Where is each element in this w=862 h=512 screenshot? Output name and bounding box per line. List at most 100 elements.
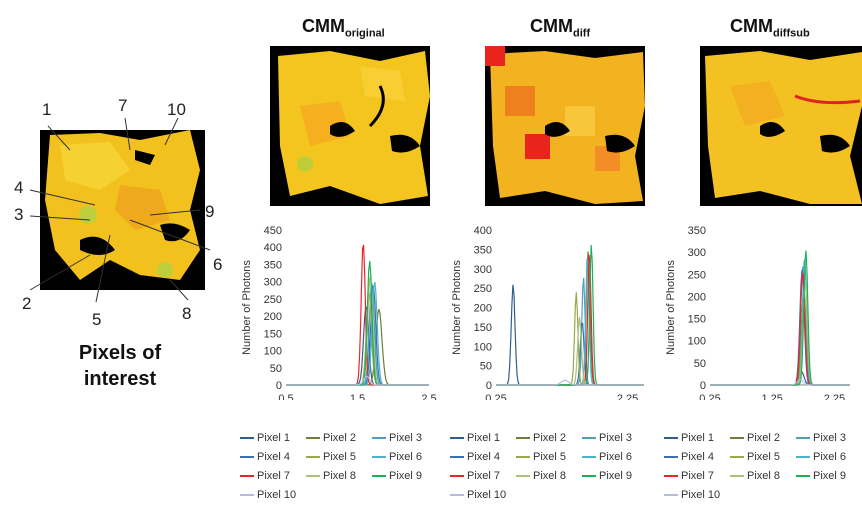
legend-label: Pixel 2 bbox=[323, 432, 357, 444]
series-line-pixel-10 bbox=[286, 375, 429, 386]
pixel-number-5: 5 bbox=[92, 310, 102, 329]
series-line-pixel-4 bbox=[496, 322, 644, 386]
legend-item-pixel-7: Pixel 7 bbox=[450, 470, 500, 482]
y-tick-label: 450 bbox=[264, 225, 282, 237]
legend-label: Pixel 5 bbox=[533, 451, 567, 463]
legend-swatch bbox=[664, 437, 678, 440]
legend-item-pixel-2: Pixel 2 bbox=[516, 432, 566, 444]
series-line-pixel-9 bbox=[710, 250, 850, 386]
legend-swatch bbox=[306, 475, 320, 478]
legend-swatch bbox=[306, 456, 320, 459]
legend-item-pixel-9: Pixel 9 bbox=[582, 470, 632, 482]
y-axis-label: Number of Photons bbox=[241, 260, 253, 355]
legend-item-pixel-3: Pixel 3 bbox=[796, 432, 846, 444]
legend-item-pixel-8: Pixel 8 bbox=[306, 470, 356, 482]
caption-line-2: interest bbox=[83, 368, 157, 390]
legend-item-pixel-10: Pixel 10 bbox=[450, 489, 506, 501]
legend-label: Pixel 6 bbox=[813, 451, 847, 463]
y-tick-label: 0 bbox=[486, 380, 492, 392]
legend-label: Pixel 8 bbox=[323, 470, 357, 482]
pixel-number-4: 4 bbox=[14, 178, 24, 197]
series-line-pixel-6 bbox=[496, 258, 644, 386]
legend-item-pixel-8: Pixel 8 bbox=[730, 470, 780, 482]
legend-item-pixel-8: Pixel 8 bbox=[516, 470, 566, 482]
legend-label: Pixel 9 bbox=[813, 470, 847, 482]
legend-swatch bbox=[516, 456, 530, 459]
legend-item-pixel-1: Pixel 1 bbox=[664, 432, 714, 444]
y-tick-label: 150 bbox=[688, 314, 706, 326]
legend-item-pixel-5: Pixel 5 bbox=[730, 451, 780, 463]
legend-item-pixel-3: Pixel 3 bbox=[372, 432, 422, 444]
legend-swatch bbox=[372, 456, 386, 459]
title-cmm-diff: CMMdiff bbox=[530, 16, 590, 40]
legend-item-pixel-9: Pixel 9 bbox=[796, 470, 846, 482]
series-line-pixel-2 bbox=[496, 251, 644, 386]
series-line-pixel-1 bbox=[710, 371, 850, 386]
pixels-of-interest-image bbox=[40, 130, 205, 290]
series-line-pixel-4 bbox=[710, 269, 850, 386]
legend-item-pixel-4: Pixel 4 bbox=[240, 451, 290, 463]
legend-label: Pixel 3 bbox=[813, 432, 847, 444]
pixel-number-1: 1 bbox=[42, 100, 52, 119]
legend-item-pixel-4: Pixel 4 bbox=[450, 451, 500, 463]
y-tick-label: 50 bbox=[480, 361, 492, 373]
pixel-number-7: 7 bbox=[118, 96, 128, 115]
series-line-pixel-9 bbox=[286, 261, 429, 386]
series-line-pixel-6 bbox=[710, 259, 850, 386]
y-tick-label: 300 bbox=[474, 264, 492, 276]
pixel-number-8: 8 bbox=[182, 304, 192, 323]
y-tick-label: 250 bbox=[264, 294, 282, 306]
legend-swatch bbox=[516, 437, 530, 440]
legend-swatch bbox=[372, 437, 386, 440]
series-line-pixel-7 bbox=[496, 254, 644, 386]
series-line-pixel-5 bbox=[496, 292, 644, 386]
title-sub: diffsub bbox=[773, 27, 810, 40]
legend-label: Pixel 4 bbox=[467, 451, 501, 463]
pixel-number-6: 6 bbox=[213, 255, 223, 274]
y-tick-label: 350 bbox=[474, 244, 492, 256]
y-tick-label: 100 bbox=[264, 346, 282, 358]
legend-item-pixel-5: Pixel 5 bbox=[516, 451, 566, 463]
legend-label: Pixel 2 bbox=[747, 432, 781, 444]
legend-label: Pixel 5 bbox=[323, 451, 357, 463]
legend-swatch bbox=[450, 437, 464, 440]
x-tick-label: 2.5 bbox=[421, 393, 436, 400]
caption-line-1: Pixels of bbox=[78, 342, 162, 364]
y-tick-label: 300 bbox=[688, 247, 706, 259]
y-tick-label: 200 bbox=[264, 311, 282, 323]
y-axis-label: Number of Photons bbox=[665, 260, 677, 355]
title-base: CMM bbox=[730, 16, 773, 36]
series-line-pixel-3 bbox=[496, 277, 644, 386]
series-line-pixel-3 bbox=[286, 283, 429, 386]
legend-label: Pixel 2 bbox=[533, 432, 567, 444]
tissue-map bbox=[45, 130, 200, 280]
y-tick-label: 150 bbox=[474, 322, 492, 334]
x-tick-label: 2.25 bbox=[824, 393, 845, 400]
legend-label: Pixel 3 bbox=[389, 432, 423, 444]
legend-swatch bbox=[450, 494, 464, 497]
legend-item-pixel-2: Pixel 2 bbox=[306, 432, 356, 444]
legend-swatch bbox=[372, 475, 386, 478]
series-line-pixel-10 bbox=[710, 379, 850, 386]
legend-item-pixel-6: Pixel 6 bbox=[372, 451, 422, 463]
legend-swatch bbox=[730, 475, 744, 478]
title-sub: diff bbox=[573, 27, 591, 40]
x-tick-label: 0.5 bbox=[278, 393, 293, 400]
title-sub: original bbox=[345, 27, 385, 40]
legend-label: Pixel 3 bbox=[599, 432, 633, 444]
x-tick-label: 2.25 bbox=[617, 393, 638, 400]
series-line-pixel-10 bbox=[496, 379, 644, 386]
legend-item-pixel-5: Pixel 5 bbox=[306, 451, 356, 463]
pixel-number-10: 10 bbox=[167, 100, 186, 119]
y-tick-label: 150 bbox=[264, 328, 282, 340]
y-tick-label: 400 bbox=[264, 242, 282, 254]
chart-cmm-diff: Number of Photons 0 50 100 150 200 250 300 350 40… bbox=[451, 225, 644, 400]
legend-item-pixel-7: Pixel 7 bbox=[240, 470, 290, 482]
legend-item-pixel-4: Pixel 4 bbox=[664, 451, 714, 463]
series-line-pixel-3 bbox=[710, 266, 850, 386]
series-line-pixel-2 bbox=[286, 309, 429, 386]
legend-swatch bbox=[450, 475, 464, 478]
tissue-map-diff bbox=[485, 46, 645, 204]
series-line-pixel-4 bbox=[286, 284, 429, 386]
legend-swatch bbox=[664, 475, 678, 478]
